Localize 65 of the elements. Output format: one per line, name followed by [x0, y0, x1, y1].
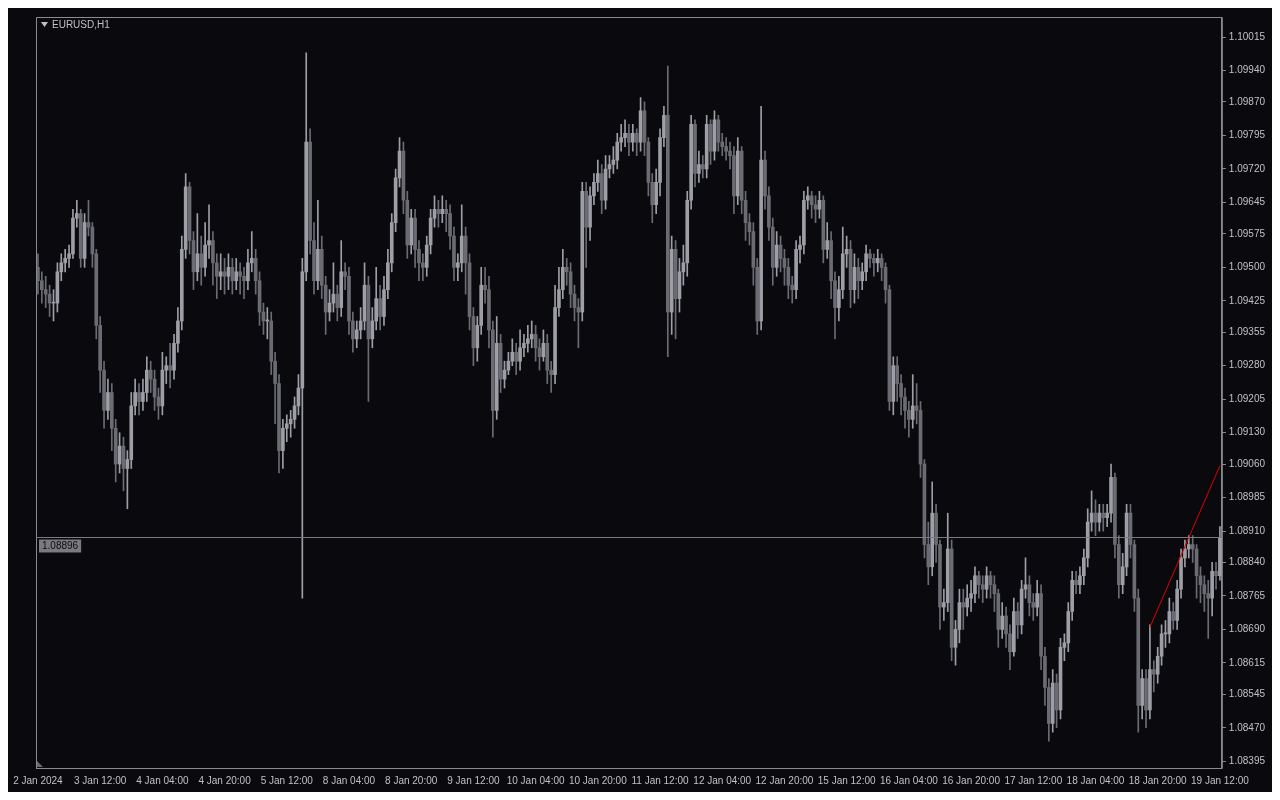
x-tick-label: 8 Jan 20:00 — [385, 774, 438, 786]
y-tick-label: 1.09130 — [1228, 426, 1266, 438]
y-tick-label: 1.08545 — [1228, 687, 1266, 699]
y-tick-label: 1.08985 — [1228, 491, 1266, 503]
y-tick-label: 1.08690 — [1228, 623, 1266, 635]
x-tick-label: 8 Jan 04:00 — [322, 774, 376, 786]
x-tick-label: 4 Jan 20:00 — [198, 774, 252, 786]
y-tick-label: 1.08765 — [1228, 589, 1266, 601]
y-tick-label: 1.09940 — [1228, 64, 1266, 76]
x-tick-label: 16 Jan 04:00 — [879, 774, 939, 786]
y-tick-label: 1.09795 — [1228, 129, 1266, 141]
x-tick-label: 2 Jan 2024 — [13, 774, 64, 786]
y-tick-label: 1.09500 — [1228, 261, 1266, 273]
candlestick — [980, 575, 985, 603]
candlestick — [1151, 660, 1156, 693]
y-tick-label: 1.09870 — [1228, 95, 1266, 107]
y-tick-label: 1.09355 — [1228, 325, 1266, 337]
x-tick-label: 16 Jan 20:00 — [942, 774, 1001, 786]
candlestick — [218, 253, 223, 291]
x-tick-label: 18 Jan 04:00 — [1066, 774, 1125, 786]
candlestick — [872, 253, 876, 277]
x-tick-label: 5 Jan 12:00 — [260, 774, 314, 786]
y-tick-label: 1.09425 — [1228, 294, 1266, 306]
candlestick — [1101, 503, 1106, 532]
ref-line-label: 1.08896 — [42, 540, 79, 552]
y-tick-label: 1.09205 — [1228, 392, 1266, 404]
y-tick-label: 1.09280 — [1228, 359, 1266, 371]
y-tick-label: 1.08395 — [1228, 755, 1266, 767]
x-tick-label: 12 Jan 20:00 — [755, 774, 814, 786]
candlestick — [529, 320, 534, 349]
x-tick-label: 9 Jan 12:00 — [447, 774, 500, 786]
candlestick — [440, 195, 445, 223]
candlestick — [238, 262, 242, 295]
y-tick-label: 1.08910 — [1228, 524, 1266, 536]
y-tick-label: 1.09645 — [1228, 196, 1266, 208]
x-tick-label: 11 Jan 12:00 — [631, 774, 690, 786]
candlestick — [875, 249, 880, 273]
y-tick-label: 1.10015 — [1228, 30, 1266, 42]
candlestick — [526, 325, 530, 353]
y-tick-label: 1.08840 — [1228, 556, 1266, 568]
candlestick — [910, 374, 915, 429]
candlestick — [961, 588, 966, 630]
x-tick-label: 12 Jan 04:00 — [693, 774, 752, 786]
y-tick-label: 1.08470 — [1228, 721, 1266, 733]
x-tick-label: 19 Jan 12:00 — [1190, 774, 1250, 786]
chart-title: EURUSD,H1 — [52, 19, 110, 30]
candlestick — [242, 267, 246, 299]
x-tick-label: 4 Jan 04:00 — [136, 774, 189, 786]
x-tick-label: 18 Jan 20:00 — [1128, 774, 1188, 786]
candlestick — [623, 119, 627, 147]
x-tick-label: 10 Jan 20:00 — [568, 774, 628, 786]
y-tick-label: 1.09720 — [1228, 162, 1266, 174]
x-tick-label: 15 Jan 12:00 — [817, 774, 877, 786]
y-tick-label: 1.09060 — [1228, 457, 1266, 469]
x-tick-label: 17 Jan 12:00 — [1004, 774, 1063, 786]
y-tick-label: 1.08615 — [1228, 656, 1266, 668]
candlestick — [168, 343, 172, 389]
y-tick-label: 1.09575 — [1228, 227, 1266, 239]
candlestick — [700, 155, 705, 179]
candlestick — [1214, 562, 1218, 590]
candlestick — [825, 222, 830, 259]
candlestick — [1206, 579, 1211, 639]
candlestick — [1074, 570, 1078, 594]
x-tick-label: 3 Jan 12:00 — [74, 774, 127, 786]
x-tick-label: 10 Jan 04:00 — [506, 774, 565, 786]
